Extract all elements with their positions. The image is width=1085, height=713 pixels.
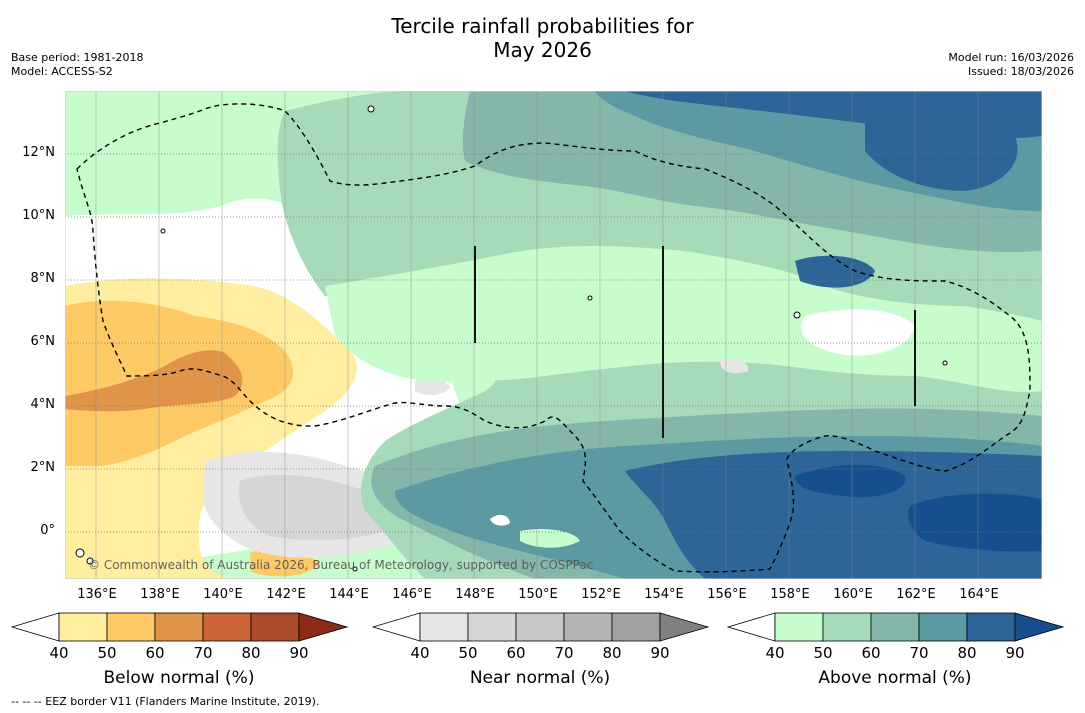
graticule [65, 153, 1042, 533]
colorbar-above-seg-40 [774, 612, 824, 642]
cb-near-tick-70: 70 [554, 644, 574, 662]
near-pocket-east [720, 359, 749, 374]
colorbar-near-extend-high [659, 612, 710, 642]
colorbar-below-seg-80 [250, 612, 300, 642]
lat-label-2n: 2°N [30, 460, 56, 475]
cb-below-tick-40: 40 [49, 644, 69, 662]
lon-label-164e: 164°E [959, 587, 999, 602]
colorbar-near-seg-80 [611, 612, 661, 642]
lon-label-142e: 142°E [266, 587, 306, 602]
cb-below-tick-90: 90 [289, 644, 309, 662]
cb-below-tick-60: 60 [145, 644, 165, 662]
colorbar-above-extend-high [1014, 612, 1065, 642]
colorbar-below-seg-70 [202, 612, 252, 642]
cb-above-tick-80: 80 [957, 644, 977, 662]
lat-label-6n: 6°N [30, 334, 56, 349]
lon-label-160e: 160°E [833, 587, 873, 602]
lon-label-162e: 162°E [896, 587, 936, 602]
cb-below-tick-50: 50 [97, 644, 117, 662]
lon-label-154e: 154°E [644, 587, 684, 602]
cb-near-tick-50: 50 [458, 644, 478, 662]
above-40-spot-south [520, 529, 580, 548]
cb-above-tick-40: 40 [765, 644, 785, 662]
lon-label-148e: 148°E [455, 587, 495, 602]
islands [75, 105, 948, 572]
cb-near-title: Near normal (%) [469, 668, 611, 688]
below-60-zone [65, 350, 243, 412]
cb-above-title: Above normal (%) [818, 668, 972, 688]
colorbar-near-seg-70 [563, 612, 613, 642]
colorbar-below-seg-50 [106, 612, 156, 642]
cb-below-title: Below normal (%) [103, 668, 255, 688]
meta-right: Model run: 16/03/2026 Issued: 18/03/2026 [948, 51, 1074, 79]
lon-label-146e: 146°E [392, 587, 432, 602]
lat-label-10n: 10°N [22, 208, 55, 223]
colorbar-above-extend-low [726, 612, 776, 642]
cb-near-tick-60: 60 [506, 644, 526, 662]
lon-label-140e: 140°E [203, 587, 243, 602]
above-90-zone-2 [908, 493, 1042, 552]
above-90-zone-1 [795, 464, 906, 498]
footnote: -- -- -- EEZ border V11 (Flanders Marine… [11, 695, 320, 708]
neutral-pocket-east [801, 309, 915, 356]
cb-near-tick-80: 80 [602, 644, 622, 662]
neutral-spot-south [490, 514, 510, 526]
meridians [95, 91, 979, 579]
model-run-text: Model run: 16/03/2026 [948, 51, 1074, 64]
lon-label-144e: 144°E [329, 587, 369, 602]
colorbar-below-seg-40 [58, 612, 108, 642]
lon-label-152e: 152°E [581, 587, 621, 602]
lat-label-12n: 12°N [22, 145, 55, 160]
cb-near-tick-90: 90 [650, 644, 670, 662]
lon-label-138e: 138°E [140, 587, 180, 602]
boundary-lines [474, 246, 916, 438]
colorbar-below-seg-60 [154, 612, 204, 642]
colorbar-below-extend-high [298, 612, 349, 642]
colorbar-above [726, 612, 1065, 642]
cb-above-tick-90: 90 [1005, 644, 1025, 662]
colorbar-above-seg-60 [870, 612, 920, 642]
colorbar-below-extend-low [10, 612, 60, 642]
lat-label-4n: 4°N [30, 397, 56, 412]
meta-left: Base period: 1981-2018 Model: ACCESS-S2 [11, 51, 143, 79]
base-period-text: Base period: 1981-2018 [11, 51, 144, 64]
cb-below-tick-80: 80 [241, 644, 261, 662]
eez-border [76, 103, 1031, 573]
colorbar-above-seg-80 [966, 612, 1016, 642]
map-title: Tercile rainfall probabilities for May 2… [0, 14, 1085, 62]
cb-above-tick-50: 50 [813, 644, 833, 662]
map-frame [65, 91, 1042, 579]
above-80-zone-south [625, 451, 1042, 579]
model-text: Model: ACCESS-S2 [11, 65, 113, 78]
title-line-2: May 2026 [493, 38, 592, 62]
lat-label-8n: 8°N [30, 271, 56, 286]
colorbar-above-seg-50 [822, 612, 872, 642]
colorbar-below [10, 612, 349, 642]
cb-near-tick-40: 40 [410, 644, 430, 662]
title-line-1: Tercile rainfall probabilities for [391, 14, 694, 38]
cb-below-tick-70: 70 [193, 644, 213, 662]
lat-label-0: 0° [40, 523, 55, 538]
colorbar-near [371, 612, 710, 642]
colorbar-near-seg-40 [419, 612, 469, 642]
rainfall-probability-map [65, 91, 1042, 579]
lon-label-136e: 136°E [77, 587, 117, 602]
lon-label-158e: 158°E [770, 587, 810, 602]
colorbar-near-seg-50 [467, 612, 517, 642]
colorbar-near-seg-60 [515, 612, 565, 642]
issued-text: Issued: 18/03/2026 [967, 65, 1074, 78]
above-80-pocket-ne [865, 114, 1018, 191]
colorbar-near-extend-low [371, 612, 421, 642]
near-40-pocket [415, 378, 450, 396]
colorbars [10, 612, 1065, 642]
lon-label-156e: 156°E [707, 587, 747, 602]
colorbar-above-seg-70 [918, 612, 968, 642]
cb-above-tick-60: 60 [861, 644, 881, 662]
credit-text: © Commonwealth of Australia 2026, Bureau… [88, 558, 594, 572]
near-50-zone [238, 474, 398, 541]
lon-label-150e: 150°E [518, 587, 558, 602]
cb-above-tick-70: 70 [909, 644, 929, 662]
